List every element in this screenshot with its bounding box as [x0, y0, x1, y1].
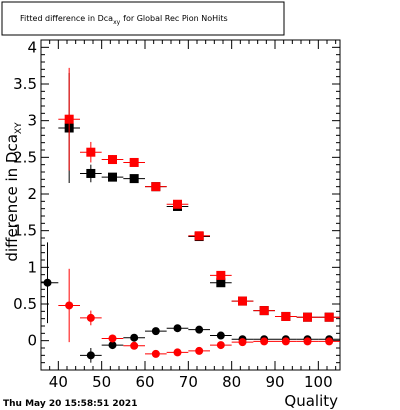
data-point-square [194, 231, 204, 241]
plot-frame [40, 39, 341, 371]
y-tick-label: 1.5 [13, 222, 37, 240]
x-tick-label: 80 [222, 373, 241, 391]
x-tick-label: 60 [135, 373, 154, 391]
data-point-square [173, 199, 182, 209]
y-tick-label: 3.5 [13, 75, 37, 93]
data-point-square [303, 312, 312, 322]
data-point-square [151, 182, 161, 192]
data-point-circle [108, 341, 117, 350]
data-point-square [238, 296, 247, 306]
data-point-square [129, 157, 139, 167]
data-point-circle [216, 331, 225, 340]
data-point-square [259, 306, 269, 316]
title-box [1, 1, 285, 36]
x-tick-label: 40 [49, 373, 68, 391]
x-tick-label: 50 [92, 373, 111, 391]
data-point-square [216, 278, 226, 288]
series-3 [58, 268, 340, 358]
data-point-circle [65, 301, 74, 310]
timestamp: Thu May 20 15:58:51 2021 [3, 399, 137, 409]
y-tick-label: 0.5 [13, 295, 37, 313]
data-point-circle [195, 346, 204, 355]
data-point-circle [281, 337, 290, 346]
data-point-square [324, 312, 334, 322]
series-2 [41, 242, 340, 363]
x-tick-label: 90 [265, 373, 284, 391]
data-point-circle [173, 348, 182, 357]
data-point-square [108, 172, 117, 182]
data-point-circle [238, 338, 247, 347]
data-point-square [86, 147, 96, 157]
y-tick-label: 0 [27, 332, 37, 350]
data-point-circle [86, 351, 95, 360]
data-point-circle [108, 334, 117, 343]
series-1 [58, 67, 340, 322]
data-point-circle [130, 341, 139, 350]
data-point-square [281, 311, 291, 321]
data-point-circle [173, 324, 182, 333]
data-point-circle [86, 313, 95, 322]
x-axis-label: Quality [284, 392, 338, 410]
data-point-circle [151, 349, 160, 358]
y-tick-label: 2.5 [13, 148, 37, 166]
data-point-circle [151, 327, 160, 336]
data-point-circle [130, 333, 139, 342]
chart-title: Fitted difference in Dcaxy for Global Rec… [20, 14, 228, 26]
data-point-circle [325, 337, 334, 346]
x-tick-label: 70 [179, 373, 198, 391]
data-point-circle [195, 325, 204, 334]
x-tick-label: 100 [304, 373, 333, 391]
y-tick-label: 2 [27, 185, 37, 203]
data-point-circle [43, 278, 52, 287]
data-point-square [129, 174, 139, 184]
y-axis-label: difference in DcaXY [3, 122, 24, 262]
axes: 0 0.5 1 1.5 2 2.5 3 3.5 4 40 50 60 70 80 90 100 [13, 38, 340, 391]
y-tick-label: 1 [27, 258, 37, 276]
data-point-circle [216, 341, 225, 350]
data-point-circle [260, 337, 269, 346]
series-0 [58, 73, 340, 322]
data-point-circle [303, 337, 312, 346]
y-tick-label: 4 [27, 38, 37, 56]
y-tick-label: 3 [27, 112, 37, 130]
data-marks [41, 67, 340, 363]
data-point-square [108, 155, 117, 165]
data-point-square [216, 270, 226, 280]
data-point-square [64, 114, 74, 124]
data-point-square [86, 168, 96, 178]
